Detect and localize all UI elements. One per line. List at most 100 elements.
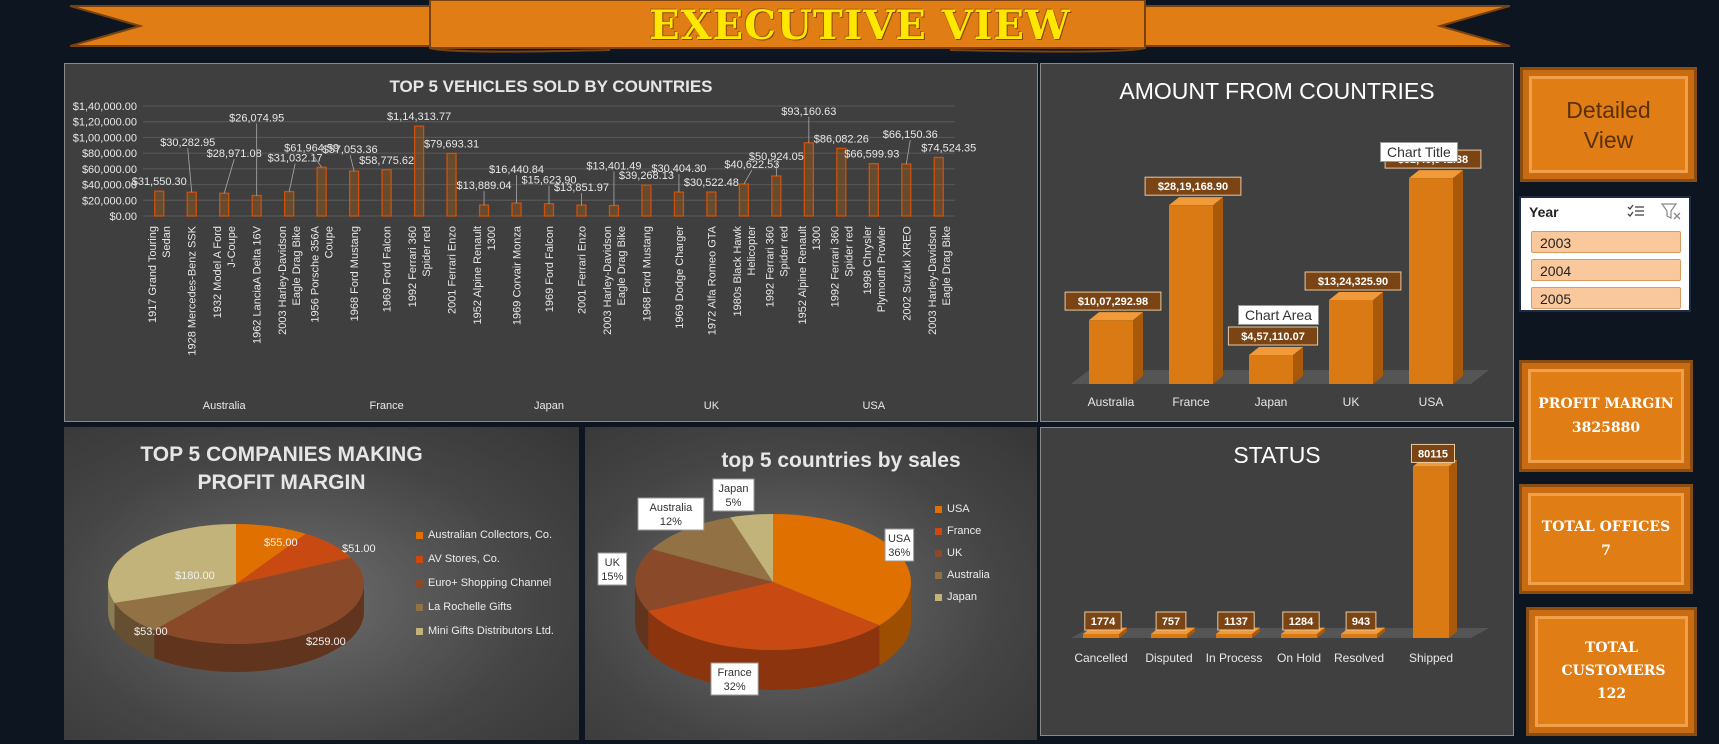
amount-x-label: Japan [1255, 395, 1288, 409]
year-option-2004[interactable]: 2004 [1531, 259, 1681, 281]
vehicle-bar [186, 191, 197, 217]
vehicle-bar [641, 184, 652, 217]
year-option-2005[interactable]: 2005 [1531, 287, 1681, 309]
x-tick-label: Spider red [421, 226, 433, 277]
bar-data-label: $13,851.97 [554, 182, 609, 194]
y-tick-label: $40,000.00 [82, 180, 137, 192]
x-tick-label: Eagle Drag Bike [616, 226, 628, 306]
x-tick-group: 1968 Ford Mustang [641, 226, 653, 321]
x-tick-label: 2003 Harley-Davidson [927, 226, 939, 335]
x-tick-group: 1969 Ford Falcon [382, 226, 394, 312]
bar-data-label: $50,924.05 [749, 151, 804, 163]
x-tick-label: 1952 Alpine Renault [472, 226, 484, 324]
multi-select-icon[interactable] [1627, 204, 1645, 220]
pie-label-box [597, 552, 628, 586]
total-customers-card[interactable]: TOTAL CUSTOMERS 122 [1526, 607, 1697, 736]
bar-data-label: $93,160.63 [781, 106, 836, 118]
amount-chart-title: AMOUNT FROM COUNTRIES [1119, 78, 1435, 104]
bar-data-label: $74,524.35 [921, 142, 976, 154]
status-bar [1413, 466, 1449, 638]
x-tick-group: 1992 Ferrari 360 Spider red [764, 226, 790, 307]
amount-data-label: $10,07,292.98 [1078, 296, 1148, 308]
title-banner [70, 0, 1510, 53]
legend-item: Japan [935, 591, 977, 603]
x-tick-label: Sedan [161, 226, 173, 258]
x-tick-group: 1992 Ferrari 360 Spider red [829, 226, 855, 307]
profit-margin-card[interactable]: PROFIT MARGIN 3825880 [1519, 360, 1693, 472]
total-offices-card[interactable]: TOTAL OFFICES 7 [1519, 484, 1693, 594]
x-tick-label: 1998 Chrysler [862, 226, 874, 295]
amount-chart-panel[interactable]: AMOUNT FROM COUNTRIES $10,07,292.98 Austr… [1040, 63, 1514, 422]
leader-line [223, 159, 235, 194]
legend-swatch [935, 571, 942, 579]
x-tick-group: 1998 Chrysler Plymouth Prowler [862, 226, 888, 313]
bar-data-label: $28,971.08 [207, 148, 262, 160]
pie-data-label: $259.00 [306, 636, 346, 648]
amount-x-label: Australia [1088, 395, 1135, 409]
vehicle-bar [348, 170, 360, 217]
legend-label: Mini Gifts Distributors Ltd. [428, 625, 554, 637]
x-tick-label: 2003 Harley-Davidson [602, 226, 614, 335]
x-tick-group: 1992 Ferrari 360 Spider red [407, 226, 433, 307]
vehicle-bar [868, 163, 879, 217]
vehicle-bar [381, 169, 392, 217]
vehicles-chart-panel[interactable]: TOP 5 VEHICLES SOLD BY COUNTRIES $1,40,0… [64, 63, 1038, 422]
status-data-label: 80115 [1418, 448, 1448, 460]
x-tick-group: 1968 Ford Mustang [349, 226, 361, 321]
y-tick-label: $1,40,000.00 [73, 101, 137, 113]
leader-line [743, 169, 753, 185]
year-option-2003[interactable]: 2003 [1531, 231, 1681, 253]
x-tick-label: 1969 Ford Falcon [382, 226, 394, 312]
leader-line [349, 155, 355, 172]
legend-item: Australia [935, 569, 990, 581]
data-label-box [1155, 611, 1187, 631]
vehicle-bar [901, 163, 912, 217]
amount-x-label: France [1172, 395, 1210, 409]
legend-swatch [935, 549, 942, 557]
x-tick-label: 1952 Alpine Renault [797, 226, 809, 324]
detailed-view-button[interactable]: Detailed View [1520, 67, 1697, 182]
legend-label: Australian Collectors, Co. [428, 529, 553, 541]
companies-pie-slice [236, 533, 351, 584]
legend-swatch [416, 531, 423, 539]
legend-label: Euro+ Shopping Channel [428, 577, 552, 589]
data-label-box [1084, 611, 1122, 631]
detailed-view-label: Detailed View [1566, 96, 1651, 153]
companies-pie-side [154, 584, 364, 672]
y-tick-label: $1,00,000.00 [73, 132, 137, 144]
pie-label-box [712, 478, 755, 512]
year-slicer[interactable]: Year 2003 2004 2005 [1519, 196, 1691, 312]
chart-title-tooltip: Chart Title [1380, 142, 1458, 162]
x-tick-group: 1932 Model A Ford J-Coupe [212, 226, 238, 318]
bar-data-label: $15,623.90 [521, 175, 576, 187]
countries-pie-slice [652, 517, 773, 582]
companies-pie-chart: $55.00 $51.00 $259.00 $53.00 $180.00 [107, 524, 376, 672]
legend-label: UK [947, 547, 963, 559]
x-tick-label: 1932 Model A Ford [212, 226, 224, 318]
x-tick-label: 1917 Grand Touring [147, 226, 159, 323]
x-tick-group: 1969 Corvair Monza [512, 225, 524, 325]
vehicle-bar [706, 191, 717, 217]
legend-swatch [416, 603, 423, 611]
status-data-label: 1284 [1289, 616, 1314, 628]
status-bar-side [1252, 627, 1260, 638]
countries-pie-chart: USA 36% France 32% UK 15% Australia 12% Japan 5% [597, 478, 915, 696]
legend-swatch [416, 579, 423, 587]
clear-filter-icon[interactable] [1661, 203, 1681, 221]
legend-label: France [947, 525, 982, 537]
countries-pie-panel[interactable]: top 5 countries by sales USA 36% France 32%… [585, 427, 1037, 740]
legend-item: La Rochelle Gifts [416, 601, 512, 613]
x-tick-label: 1968 Ford Mustang [349, 226, 361, 321]
bar-data-label: $40,622.53 [724, 159, 779, 171]
status-bar [1281, 634, 1317, 638]
countries-pie-slice [648, 582, 880, 650]
x-tick-label: 1928 Mercedes-Benz SSK [187, 225, 199, 355]
x-tick-label: 1956 Porsche 356A [310, 225, 322, 322]
status-chart-panel[interactable]: STATUS 1774 Cancelled 757 Disputed 1137 In Pr… [1040, 427, 1514, 736]
pie-data-label: $51.00 [342, 543, 376, 555]
data-label-box [1282, 611, 1320, 631]
status-x-label: On Hold [1277, 651, 1321, 665]
bar-data-label: $16,440.84 [489, 164, 544, 176]
companies-pie-panel[interactable]: TOP 5 COMPANIES MAKING PROFIT MARGIN $55… [64, 427, 579, 740]
countries-pie-slice [773, 514, 911, 626]
